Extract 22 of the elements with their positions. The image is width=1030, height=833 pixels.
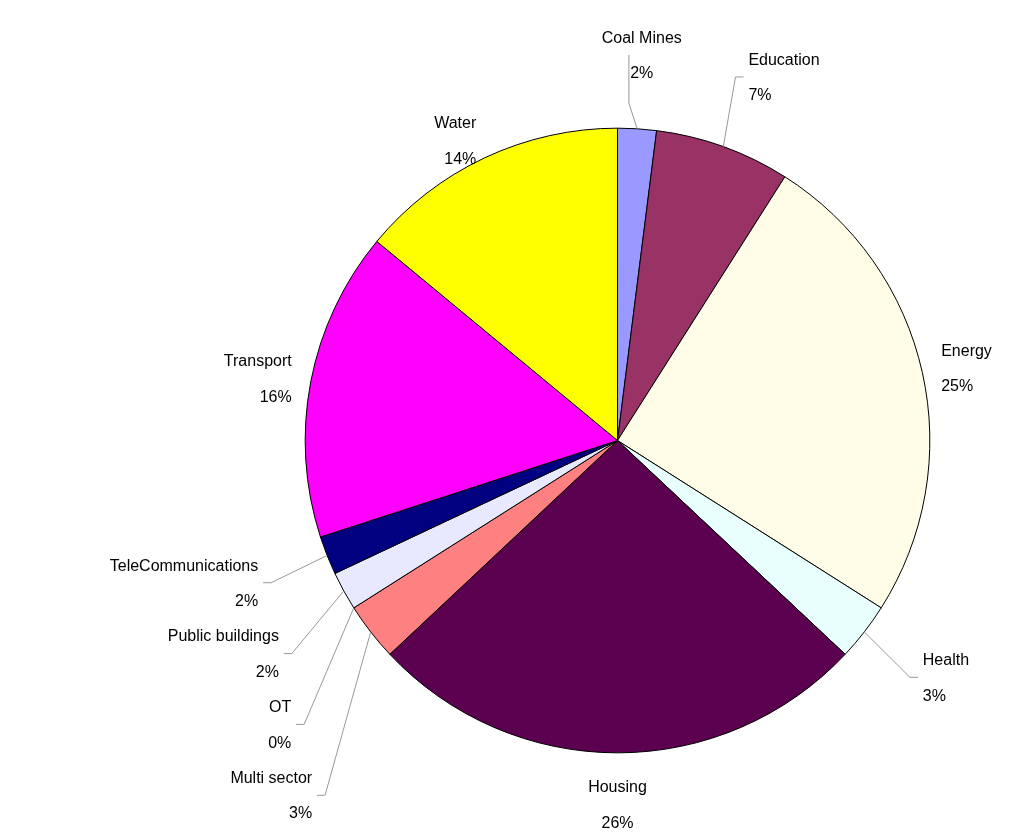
category-label: OT xyxy=(269,698,292,716)
text: 0% xyxy=(268,733,292,751)
data-label: 3% xyxy=(289,804,313,822)
slice-label: Health xyxy=(922,651,970,669)
data-label: 7% xyxy=(748,86,772,104)
data-label: 16% xyxy=(259,387,292,405)
slice-label: Transport xyxy=(223,352,293,370)
data-label: 2% xyxy=(630,64,654,82)
data-label: 26% xyxy=(601,813,634,831)
slice-label: Education xyxy=(748,50,820,68)
slice-label: Energy xyxy=(941,341,992,359)
data-label: 25% xyxy=(941,377,974,395)
slice-label: TeleCommunications xyxy=(109,556,259,574)
slice-label: Water xyxy=(434,114,477,132)
data-label: 14% xyxy=(444,149,477,167)
slice-label: Public buildings xyxy=(167,627,279,645)
slice-label: Housing xyxy=(588,778,647,796)
slice-label: Multi sector xyxy=(230,769,313,787)
data-label: 2% xyxy=(235,591,259,609)
data-label: 3% xyxy=(922,686,946,704)
data-label: 2% xyxy=(255,662,279,680)
slice-label: Coal Mines xyxy=(601,28,682,46)
